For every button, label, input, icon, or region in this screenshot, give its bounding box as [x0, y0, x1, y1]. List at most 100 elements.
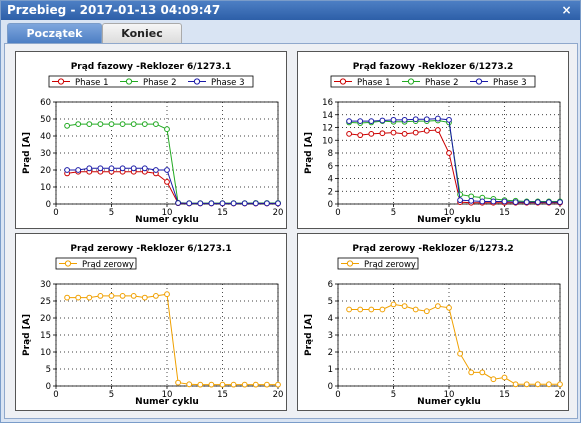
- chart-phase-current-1: Prąd fazowy -Reklozer 6/1273.1 Phase 1 Pha…: [15, 51, 287, 229]
- data-point: [379, 117, 386, 124]
- data-point: [275, 381, 281, 388]
- series-line: [349, 303, 560, 385]
- chart-svg: Prąd zerowy -Reklozer 6/1273.1 Prąd zerow…: [22, 244, 283, 407]
- y-tick-label: 2: [328, 187, 333, 197]
- data-point: [557, 381, 563, 388]
- data-point: [390, 129, 397, 136]
- data-point: [119, 121, 126, 127]
- data-point: [153, 167, 159, 173]
- data-point: [346, 130, 352, 137]
- data-point: [412, 129, 419, 136]
- data-point: [446, 150, 452, 156]
- tab-koniec[interactable]: Koniec: [102, 23, 182, 43]
- data-point: [346, 306, 352, 313]
- y-tick-label: 2: [328, 348, 333, 358]
- data-point: [523, 199, 530, 205]
- data-point: [86, 165, 93, 172]
- data-point: [197, 381, 204, 388]
- data-point: [490, 376, 497, 383]
- data-point: [412, 306, 419, 313]
- legend-label: Phase 3: [211, 78, 245, 88]
- x-tick-label: 0: [335, 390, 340, 400]
- legend-box: [337, 257, 419, 270]
- legend-marker: [339, 78, 347, 85]
- data-point: [252, 381, 259, 388]
- y-tick-label: 1: [328, 365, 333, 375]
- data-point: [534, 199, 541, 205]
- data-point: [379, 306, 386, 313]
- chart-title: Prąd fazowy -Reklozer 6/1273.1: [71, 62, 232, 72]
- y-tick-label: 5: [328, 297, 333, 307]
- y-tick-label: 5: [46, 365, 51, 375]
- y-tick-label: 30: [40, 280, 51, 290]
- data-point: [141, 294, 148, 301]
- tab-poczatek[interactable]: Początek: [7, 23, 102, 43]
- data-point: [108, 165, 115, 172]
- y-tick-label: 16: [322, 98, 333, 108]
- x-axis-label: Numer cyklu: [417, 215, 481, 225]
- data-point: [141, 121, 148, 127]
- data-point: [197, 200, 204, 207]
- data-point: [390, 301, 397, 308]
- data-point: [186, 200, 193, 207]
- data-point: [546, 199, 552, 205]
- close-button[interactable]: ×: [561, 3, 572, 17]
- chart-svg: Prąd zerowy -Reklozer 6/1273.2 Prąd zerow…: [304, 244, 565, 407]
- y-tick-label: 40: [40, 132, 51, 142]
- data-point: [64, 122, 70, 129]
- legend-marker: [64, 260, 72, 267]
- data-point: [75, 294, 82, 301]
- y-axis-label: Prąd [A]: [22, 314, 32, 356]
- data-point: [86, 121, 93, 127]
- y-tick-label: 4: [328, 314, 333, 324]
- data-point: [435, 303, 441, 309]
- chart-title: Prąd zerowy -Reklozer 6/1273.2: [352, 244, 513, 254]
- legend-label: Phase 1: [357, 78, 391, 88]
- data-point: [446, 116, 452, 123]
- data-point: [457, 197, 464, 204]
- x-tick-label: 0: [335, 208, 340, 218]
- x-axis-label: Numer cyklu: [135, 397, 199, 407]
- data-point: [130, 165, 137, 172]
- title-bar[interactable]: Przebieg - 2017-01-13 04:09:47 ×: [1, 1, 580, 20]
- data-point: [219, 381, 226, 388]
- x-tick-label: 5: [391, 208, 396, 218]
- legend-box: [55, 257, 137, 270]
- data-point: [219, 200, 226, 207]
- data-point: [457, 350, 464, 357]
- y-tick-label: 15: [40, 331, 51, 341]
- data-point: [97, 165, 104, 172]
- data-point: [523, 381, 530, 388]
- data-point: [264, 200, 270, 207]
- chart-zero-current-1: Prąd zerowy -Reklozer 6/1273.1 Prąd zerow…: [15, 233, 287, 411]
- legend-label: Prąd zerowy: [82, 260, 134, 270]
- data-point: [557, 199, 563, 205]
- x-tick-label: 15: [499, 208, 510, 218]
- data-point: [119, 293, 126, 299]
- data-point: [357, 306, 364, 313]
- data-point: [435, 127, 441, 133]
- y-tick-label: 4: [328, 175, 333, 185]
- data-point: [164, 126, 170, 133]
- data-point: [64, 294, 70, 301]
- series-line: [67, 293, 278, 386]
- x-tick-label: 5: [391, 390, 396, 400]
- data-point: [446, 304, 452, 311]
- data-point: [368, 118, 375, 125]
- legend-marker: [346, 260, 354, 267]
- legend-box: [330, 75, 536, 88]
- data-point: [75, 121, 82, 127]
- data-point: [164, 167, 170, 173]
- data-point: [423, 127, 430, 134]
- data-point: [479, 369, 486, 376]
- y-axis-label: Prąd [A]: [304, 132, 314, 174]
- legend-label: Phase 1: [75, 78, 109, 88]
- x-tick-label: 0: [53, 208, 58, 218]
- data-point: [230, 381, 237, 388]
- y-tick-label: 0: [328, 382, 333, 392]
- y-tick-label: 25: [40, 297, 51, 307]
- x-tick-label: 0: [53, 390, 58, 400]
- x-tick-label: 10: [162, 390, 173, 400]
- data-point: [264, 381, 270, 388]
